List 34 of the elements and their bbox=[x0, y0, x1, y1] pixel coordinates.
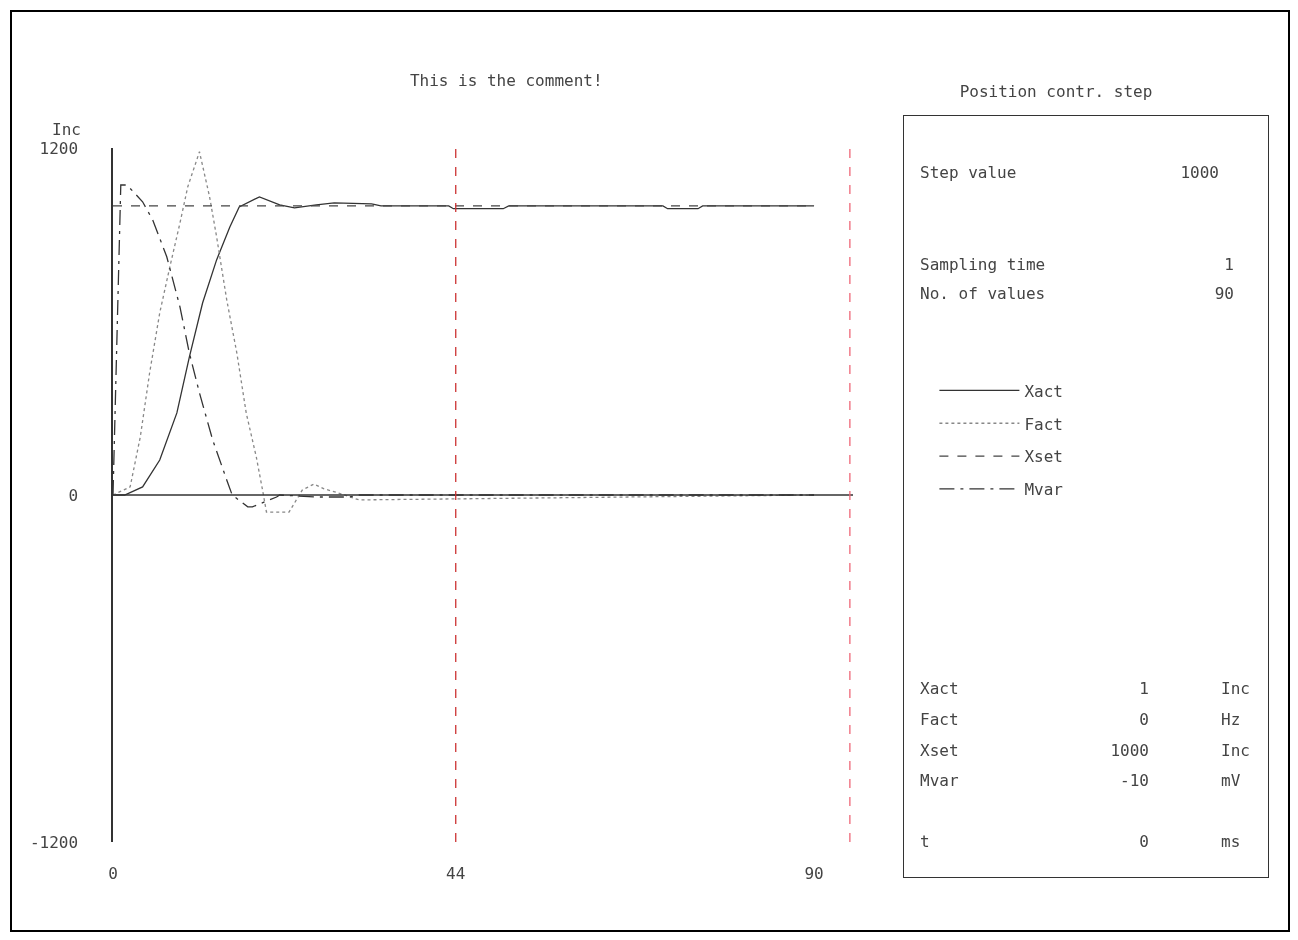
y-tick-label: 0 bbox=[68, 485, 79, 505]
text: 0 bbox=[1139, 831, 1149, 851]
y-axis-title: Inc bbox=[52, 120, 81, 139]
x-tick-label: 44 bbox=[446, 864, 466, 883]
chart-title: This is the comment! bbox=[409, 70, 603, 90]
text: Fact bbox=[920, 709, 959, 729]
text: Position contr. step bbox=[959, 81, 1153, 101]
text: 1 bbox=[1224, 254, 1234, 274]
legend-label: Mvar bbox=[1024, 480, 1064, 500]
y-tick-label: -1200 bbox=[29, 832, 79, 852]
text: 90 bbox=[1214, 283, 1234, 303]
text: Xact bbox=[920, 678, 959, 698]
x-tick-label: 90 bbox=[804, 864, 824, 883]
x-tick-label: 0 bbox=[108, 864, 118, 883]
text: Inc bbox=[1221, 678, 1250, 698]
text: mV bbox=[1221, 770, 1241, 790]
text: 1 bbox=[1139, 678, 1149, 698]
text: t bbox=[920, 831, 930, 851]
text: Step value bbox=[920, 162, 1017, 182]
text: Xset bbox=[920, 740, 959, 760]
text: -10 bbox=[1120, 770, 1149, 790]
legend-label: Xset bbox=[1024, 447, 1063, 467]
text: Sampling time bbox=[920, 254, 1046, 274]
text: Inc bbox=[1221, 740, 1250, 760]
text: Hz bbox=[1221, 709, 1241, 729]
legend-label: Xact bbox=[1024, 381, 1063, 401]
text: 1000 bbox=[1110, 740, 1149, 760]
legend-label: Fact bbox=[1024, 414, 1063, 434]
text: 1000 bbox=[1180, 162, 1219, 182]
text: 0 bbox=[1139, 709, 1149, 729]
y-tick-label: 1200 bbox=[39, 138, 79, 158]
text: Mvar bbox=[920, 770, 959, 790]
text: ms bbox=[1221, 831, 1241, 851]
text: No. of values bbox=[920, 283, 1046, 303]
